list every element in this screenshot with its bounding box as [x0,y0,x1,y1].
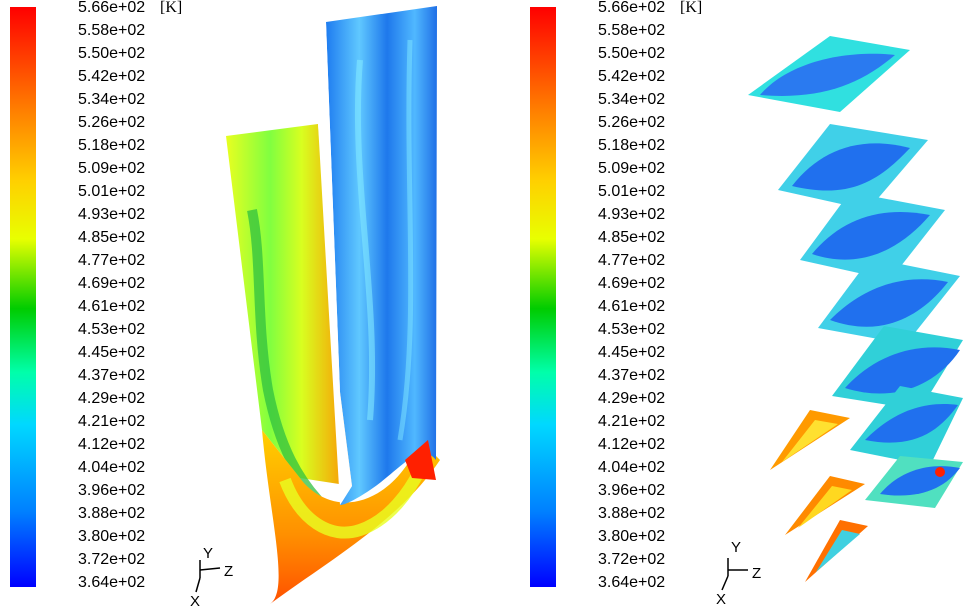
colorbar-tick-label: 4.21e+02 [78,413,146,430]
colorbar-tick-label: 5.26e+02 [78,114,146,131]
colorbar-tick-label: 5.26e+02 [598,114,666,131]
colorbar-tick-label: 3.96e+02 [78,482,146,499]
axis-x-label: X [190,593,200,610]
colorbar-tick-label: 5.50e+02 [78,45,146,62]
colorbar-tick-label: 4.37e+02 [598,367,666,384]
colorbar-tick-label: 4.85e+02 [598,229,666,246]
cold-leg-streak [354,59,376,421]
colorbar-tick-label: 4.93e+02 [598,206,666,223]
axis-triad: Y Z X [190,545,233,610]
cross-section-slices-plot: Y Z X [716,36,963,608]
colorbar-tick-label: 5.34e+02 [598,91,666,108]
colorbar-tick-label: 4.21e+02 [598,413,666,430]
colorbar-tick-label: 4.37e+02 [78,367,146,384]
colorbar-tick-label: 4.53e+02 [598,321,666,338]
colorbar-tick-label: 5.58e+02 [598,22,666,39]
temperature-colorbar [10,7,36,587]
axis-triad: Y Z X [716,539,761,608]
colorbar-tick-label: 4.04e+02 [78,459,146,476]
colorbar-tick-label: 5.34e+02 [78,91,146,108]
colorbar-tick-label: 4.53e+02 [78,321,146,338]
colorbar-tick-label: 5.50e+02 [598,45,666,62]
colorbar-tick-label: 4.61e+02 [598,298,666,315]
colorbar-tick-label: 5.42e+02 [78,68,146,85]
colorbar-tick-label: 3.72e+02 [598,551,666,568]
cross-section-slice [805,520,868,582]
cross-section-slice [832,326,963,410]
colorbar-tick-label: 5.66e+02 [598,0,666,16]
colorbar-tick-label: 5.66e+02 [78,0,146,16]
hot-spot [405,440,436,480]
colorbar-tick-label: 3.96e+02 [598,482,666,499]
bend-region [262,430,440,604]
separator-gap [318,22,352,505]
axis-z-label: Z [752,565,761,582]
axis-z-label: Z [224,563,233,580]
cross-section-slice [785,456,963,535]
cross-section-slice [778,124,928,210]
colorbar-tick-label: 5.18e+02 [598,137,666,154]
colorbar-tick-label: 3.72e+02 [78,551,146,568]
colorbar-unit-label: [K] [160,0,183,16]
axis-y-label: Y [731,539,741,556]
right-contour-panel: 5.66e+02 [K] 5.58e+02 5.50e+02 5.42e+02 5.34e… [520,0,963,612]
colorbar-tick-label: 4.29e+02 [598,390,666,407]
colorbar-tick-label: 4.04e+02 [598,459,666,476]
cross-section-slice [800,192,945,280]
colorbar-tick-label: 5.42e+02 [598,68,666,85]
colorbar-tick-label: 5.58e+02 [78,22,146,39]
axis-x-label: X [716,591,726,608]
cold-leg-streak-2 [397,39,414,441]
colorbar-tick-label: 4.77e+02 [78,252,146,269]
colorbar-tick-label: 5.01e+02 [598,183,666,200]
colorbar-tick-label: 5.01e+02 [78,183,146,200]
colorbar-tick-label: 4.61e+02 [78,298,146,315]
colorbar-tick-label: 3.80e+02 [598,528,666,545]
bend-inner-streak [279,467,426,539]
longitudinal-contour-plot: Y Z X [190,6,440,610]
colorbar-tick-label: 4.45e+02 [78,344,146,361]
colorbar-tick-label: 3.88e+02 [598,505,666,522]
colorbar-tick-label: 5.18e+02 [78,137,146,154]
colorbar-tick-label: 3.64e+02 [598,574,666,591]
colorbar-tick-label: 4.69e+02 [78,275,146,292]
colorbar-tick-label: 3.64e+02 [78,574,146,591]
colorbar-tick-label: 4.45e+02 [598,344,666,361]
colorbar-tick-label: 3.80e+02 [78,528,146,545]
colorbar-tick-label: 4.29e+02 [78,390,146,407]
colorbar-tick-label: 4.85e+02 [78,229,146,246]
colorbar-tick-label: 4.93e+02 [78,206,146,223]
cross-section-slice [770,386,963,470]
colorbar-tick-label: 3.88e+02 [78,505,146,522]
hot-leg-inner-streak [247,209,322,504]
cross-section-slice [748,36,910,112]
temperature-colorbar [530,7,556,587]
colorbar-tick-label: 5.09e+02 [598,160,666,177]
colorbar-tick-label: 4.69e+02 [598,275,666,292]
colorbar-unit-label: [K] [680,0,703,16]
colorbar-tick-label: 5.09e+02 [78,160,146,177]
colorbar-tick-label: 4.12e+02 [598,436,666,453]
colorbar-tick-label: 4.77e+02 [598,252,666,269]
axis-y-label: Y [203,545,213,562]
left-contour-panel: 5.66e+02 [K] 5.58e+02 5.50e+02 5.42e+02 5.34e… [10,0,440,610]
colorbar-tick-label: 4.12e+02 [78,436,146,453]
cross-section-slice [818,258,960,344]
